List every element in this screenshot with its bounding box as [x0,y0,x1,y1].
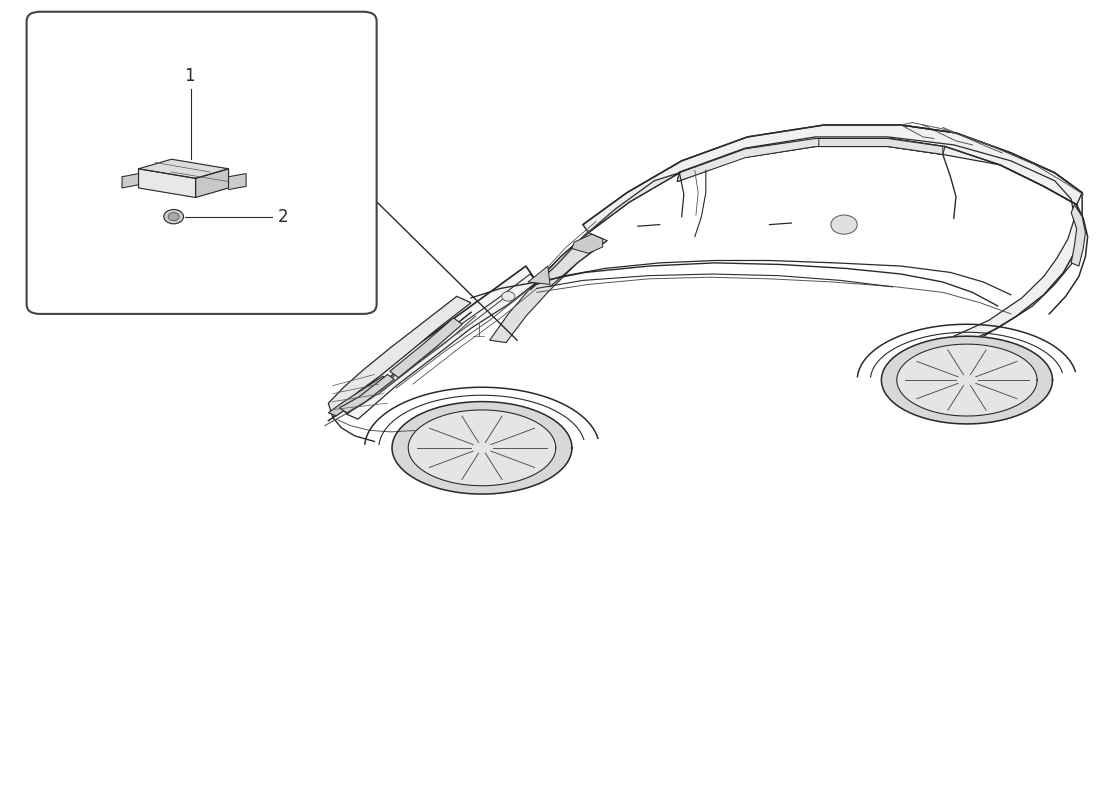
Polygon shape [678,138,945,182]
Polygon shape [139,159,229,178]
Circle shape [164,210,184,224]
Polygon shape [392,402,572,494]
Polygon shape [572,234,603,254]
Polygon shape [339,374,394,413]
Polygon shape [329,296,471,418]
Polygon shape [329,376,387,416]
Polygon shape [408,410,556,486]
FancyBboxPatch shape [26,12,376,314]
Polygon shape [583,125,1082,233]
Polygon shape [341,266,537,419]
Polygon shape [678,138,943,182]
Text: 2: 2 [278,208,288,226]
Polygon shape [896,344,1037,416]
Polygon shape [389,318,462,378]
Text: 1: 1 [184,67,195,85]
Polygon shape [122,174,139,188]
Polygon shape [139,169,196,198]
Polygon shape [881,336,1053,424]
Polygon shape [678,137,1082,344]
Polygon shape [229,174,246,190]
Polygon shape [528,266,550,285]
Polygon shape [490,233,607,342]
Circle shape [502,291,515,301]
Circle shape [168,213,179,221]
Polygon shape [818,138,943,154]
Circle shape [830,215,857,234]
Polygon shape [530,173,680,290]
Polygon shape [196,169,229,198]
Polygon shape [1071,205,1086,266]
